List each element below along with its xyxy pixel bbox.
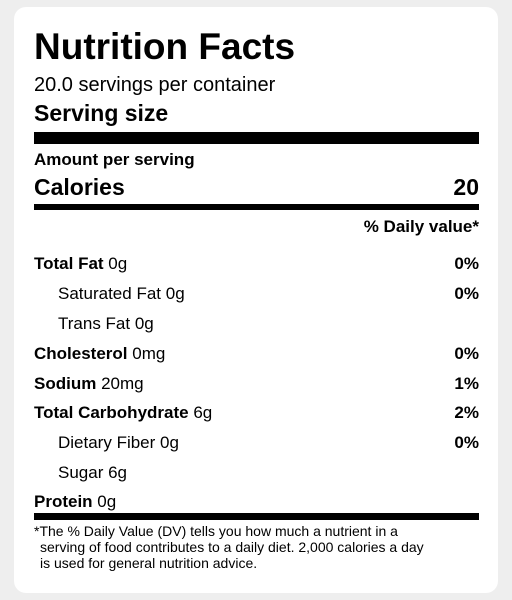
nutrient-name: Total Fat (34, 254, 104, 273)
label-title: Nutrition Facts (34, 26, 296, 67)
nutrient-amount: 6g (188, 403, 213, 422)
nutrient-row-trans-fat: Trans Fat 0g (34, 309, 479, 338)
footnote-line-1: *The % Daily Value (DV) tells you how mu… (34, 523, 398, 539)
nutrient-row-total-fat: Total Fat 0g 0% (34, 249, 479, 278)
serving-size-label: Serving size (34, 100, 169, 126)
nutrient-row-dietary-fiber: Dietary Fiber 0g 0% (34, 428, 479, 457)
nutrient-daily-value: 2% (454, 403, 479, 422)
nutrition-label-panel: Nutrition Facts 20.0 servings per contai… (14, 7, 498, 593)
nutrient-amount: 20mg (96, 374, 144, 393)
calories-label: Calories (34, 174, 125, 200)
nutrient-daily-value: 0% (454, 433, 479, 452)
nutrient-daily-value: 0% (454, 284, 479, 303)
nutrient-name: Sodium (34, 374, 97, 393)
nutrient-amount: 0mg (127, 344, 166, 363)
nutrient-amount: 6g (103, 463, 128, 482)
nutrient-amount: 0g (92, 492, 117, 511)
daily-value-header: % Daily value* (363, 217, 479, 236)
footnote-line-3: is used for general nutrition advice. (40, 555, 258, 571)
nutrient-daily-value: 0% (454, 254, 479, 273)
nutrient-amount: 0g (155, 433, 179, 452)
nutrient-row-saturated-fat: Saturated Fat 0g 0% (34, 279, 479, 308)
nutrient-row-sugar: Sugar 6g (34, 458, 479, 487)
daily-value-footnote: *The % Daily Value (DV) tells you how mu… (34, 523, 479, 571)
nutrient-daily-value: 1% (454, 374, 479, 393)
nutrient-name: Trans Fat (58, 314, 131, 333)
calories-value: 20 (453, 174, 479, 200)
servings-per-container: 20.0 servings per container (34, 74, 276, 96)
nutrient-name: Total Carbohydrate (34, 403, 189, 422)
nutrient-name: Cholesterol (34, 344, 128, 363)
nutrient-daily-value: 0% (454, 344, 479, 363)
nutrient-row-cholesterol: Cholesterol 0mg 0% (34, 339, 479, 368)
nutrient-row-sodium: Sodium 20mg 1% (34, 369, 479, 398)
nutrient-amount: 0g (161, 284, 185, 303)
nutrient-row-protein: Protein 0g (34, 487, 479, 516)
nutrient-amount: 0g (103, 254, 128, 273)
nutrient-name: Saturated Fat (58, 284, 162, 303)
nutrient-row-total-carbohydrate: Total Carbohydrate 6g 2% (34, 398, 479, 427)
footnote-line-2: serving of food contributes to a daily d… (40, 539, 424, 555)
amount-per-serving: Amount per serving (34, 150, 195, 169)
nutrient-name: Dietary Fiber (58, 433, 156, 452)
thick-divider (34, 132, 479, 144)
medium-divider (34, 204, 479, 210)
nutrient-name: Sugar (58, 463, 104, 482)
nutrient-amount: 0g (130, 314, 154, 333)
calories-row: Calories 20 (34, 173, 479, 201)
nutrient-name: Protein (34, 492, 93, 511)
bottom-divider (34, 513, 479, 520)
